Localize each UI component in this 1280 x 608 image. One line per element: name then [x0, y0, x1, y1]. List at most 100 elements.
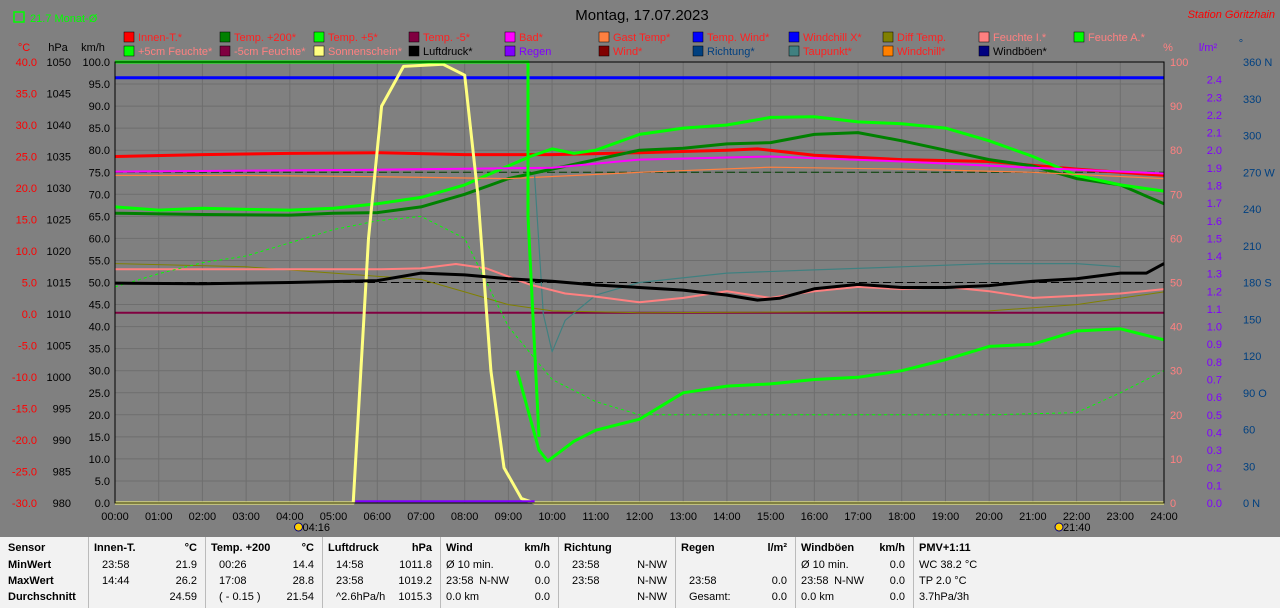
legend-label: Windchill X*: [803, 32, 862, 44]
direction-tick-label: 150: [1243, 314, 1261, 326]
rain-tick-label: 1.6: [1207, 216, 1222, 228]
rain-tick-label: 0.5: [1207, 410, 1222, 422]
column-header: Richtung: [564, 542, 612, 554]
table-cell: 3.7hPa/3h: [919, 591, 970, 603]
table-cell: 0.0: [534, 591, 550, 603]
column-unit: °C: [184, 542, 197, 554]
table-cell: 24.59: [169, 591, 197, 603]
series-line: [114, 131, 1165, 217]
x-tick-label: 21:00: [1019, 511, 1047, 523]
pressure-tick-label: 985: [53, 467, 71, 479]
rain-tick-label: 1.7: [1207, 198, 1222, 210]
humidity-tick-label: 40: [1170, 322, 1182, 334]
x-tick-label: 20:00: [975, 511, 1003, 523]
column-header: Windböen: [801, 542, 855, 554]
table-cell: 14.4: [292, 559, 314, 571]
row-label: Durchschnitt: [8, 591, 76, 603]
table-cell: 0.0: [771, 591, 787, 603]
x-tick-label: 14:00: [713, 511, 741, 523]
series-line: [114, 115, 1165, 212]
x-tick-label: 17:00: [844, 511, 872, 523]
direction-tick-label: 240: [1243, 204, 1261, 216]
station-name: Station Göritzhain: [1188, 9, 1275, 21]
temp-tick-label: -20.0: [12, 435, 37, 447]
x-tick-label: 22:00: [1063, 511, 1091, 523]
unit-celsius: °C: [18, 42, 30, 54]
table-cell: 23:58: [572, 575, 600, 587]
temp-tick-label: 0.0: [22, 309, 37, 321]
column-unit: km/h: [879, 542, 905, 554]
pressure-tick-label: 995: [53, 404, 71, 416]
table-cell: 0.0: [889, 575, 905, 587]
column-header: Luftdruck: [328, 542, 379, 554]
legend-swatch: [978, 45, 990, 57]
rain-tick-label: 1.2: [1207, 286, 1222, 298]
table-column: [440, 537, 559, 608]
rain-tick-label: 2.4: [1207, 75, 1222, 87]
temp-tick-label: -15.0: [12, 404, 37, 416]
speed-tick-label: 65.0: [89, 211, 110, 223]
legend: Innen-T.* Temp. +200* Temp. +5* Temp. -5* Ba…: [123, 31, 1146, 58]
table-cell: 1019.2: [398, 575, 432, 587]
month-avg-icon: [13, 11, 25, 23]
chart-title: Montag, 17.07.2023: [575, 7, 708, 24]
legend-label: Temp. -5*: [423, 32, 471, 44]
legend-swatch: [313, 45, 325, 57]
x-tick-label: 24:00: [1150, 511, 1178, 523]
temp-tick-label: -5.0: [18, 341, 37, 353]
table-column: [795, 537, 914, 608]
humidity-tick-label: 30: [1170, 366, 1182, 378]
direction-tick-label: 60: [1243, 425, 1255, 437]
direction-tick-label: 210: [1243, 241, 1261, 253]
table-cell: 0.0: [534, 575, 550, 587]
speed-tick-label: 5.0: [95, 476, 110, 488]
legend-swatch: [408, 45, 420, 57]
temp-tick-label: 5.0: [22, 278, 37, 290]
pressure-tick-label: 1040: [47, 120, 71, 132]
table-cell: 23:58: [689, 575, 717, 587]
humidity-tick-label: 90: [1170, 101, 1182, 113]
speed-tick-label: 40.0: [89, 322, 110, 334]
rain-tick-label: 0.1: [1207, 480, 1222, 492]
rain-tick-label: 2.3: [1207, 92, 1222, 104]
column-header: Regen: [681, 542, 715, 554]
rain-tick-label: 1.4: [1207, 251, 1222, 263]
pressure-tick-label: 980: [53, 498, 71, 510]
rain-tick-label: 1.1: [1207, 304, 1222, 316]
sunrise-label: 04:16: [302, 522, 330, 534]
table-cell: N-NW: [834, 575, 864, 587]
temp-tick-label: 25.0: [16, 152, 37, 164]
legend-label: Gast Temp*: [613, 32, 671, 44]
rain-tick-label: 0.0: [1207, 498, 1222, 510]
humidity-tick-label: 20: [1170, 410, 1182, 422]
column-unit: hPa: [411, 542, 432, 554]
x-tick-label: 15:00: [757, 511, 785, 523]
table-cell: TP 2.0 °C: [919, 575, 967, 587]
x-tick-label: 05:00: [320, 511, 348, 523]
speed-tick-label: 85.0: [89, 123, 110, 135]
temp-tick-label: -30.0: [12, 498, 37, 510]
x-tick-label: 10:00: [538, 511, 566, 523]
legend-swatch: [692, 45, 704, 57]
legend-label: Sonnenschein*: [328, 46, 403, 58]
legend-label: Feuchte A.*: [1088, 32, 1146, 44]
statistics-table: Sensor MinWert MaxWert Durchschnitt Innen-T.…: [0, 537, 1280, 608]
series-line: [114, 263, 1165, 314]
rain-tick-label: 1.5: [1207, 233, 1222, 245]
table-cell: Gesamt:: [689, 591, 731, 603]
x-tick-label: 00:00: [101, 511, 129, 523]
legend-swatch: [219, 45, 231, 57]
x-tick-label: 13:00: [669, 511, 697, 523]
legend-swatch: [504, 31, 516, 43]
pressure-tick-label: 1035: [47, 152, 71, 164]
speed-tick-label: 55.0: [89, 255, 110, 267]
direction-tick-label: 360 N: [1243, 57, 1272, 69]
direction-tick-label: 0 N: [1243, 498, 1260, 510]
legend-swatch: [219, 31, 231, 43]
table-cell: ^2.6hPa/h: [336, 591, 386, 603]
table-cell: 0.0 km: [446, 591, 480, 603]
series-line: [114, 262, 1165, 302]
unit-kmh: km/h: [81, 42, 105, 54]
humidity-tick-label: 10: [1170, 454, 1182, 466]
x-tick-label: 08:00: [451, 511, 479, 523]
